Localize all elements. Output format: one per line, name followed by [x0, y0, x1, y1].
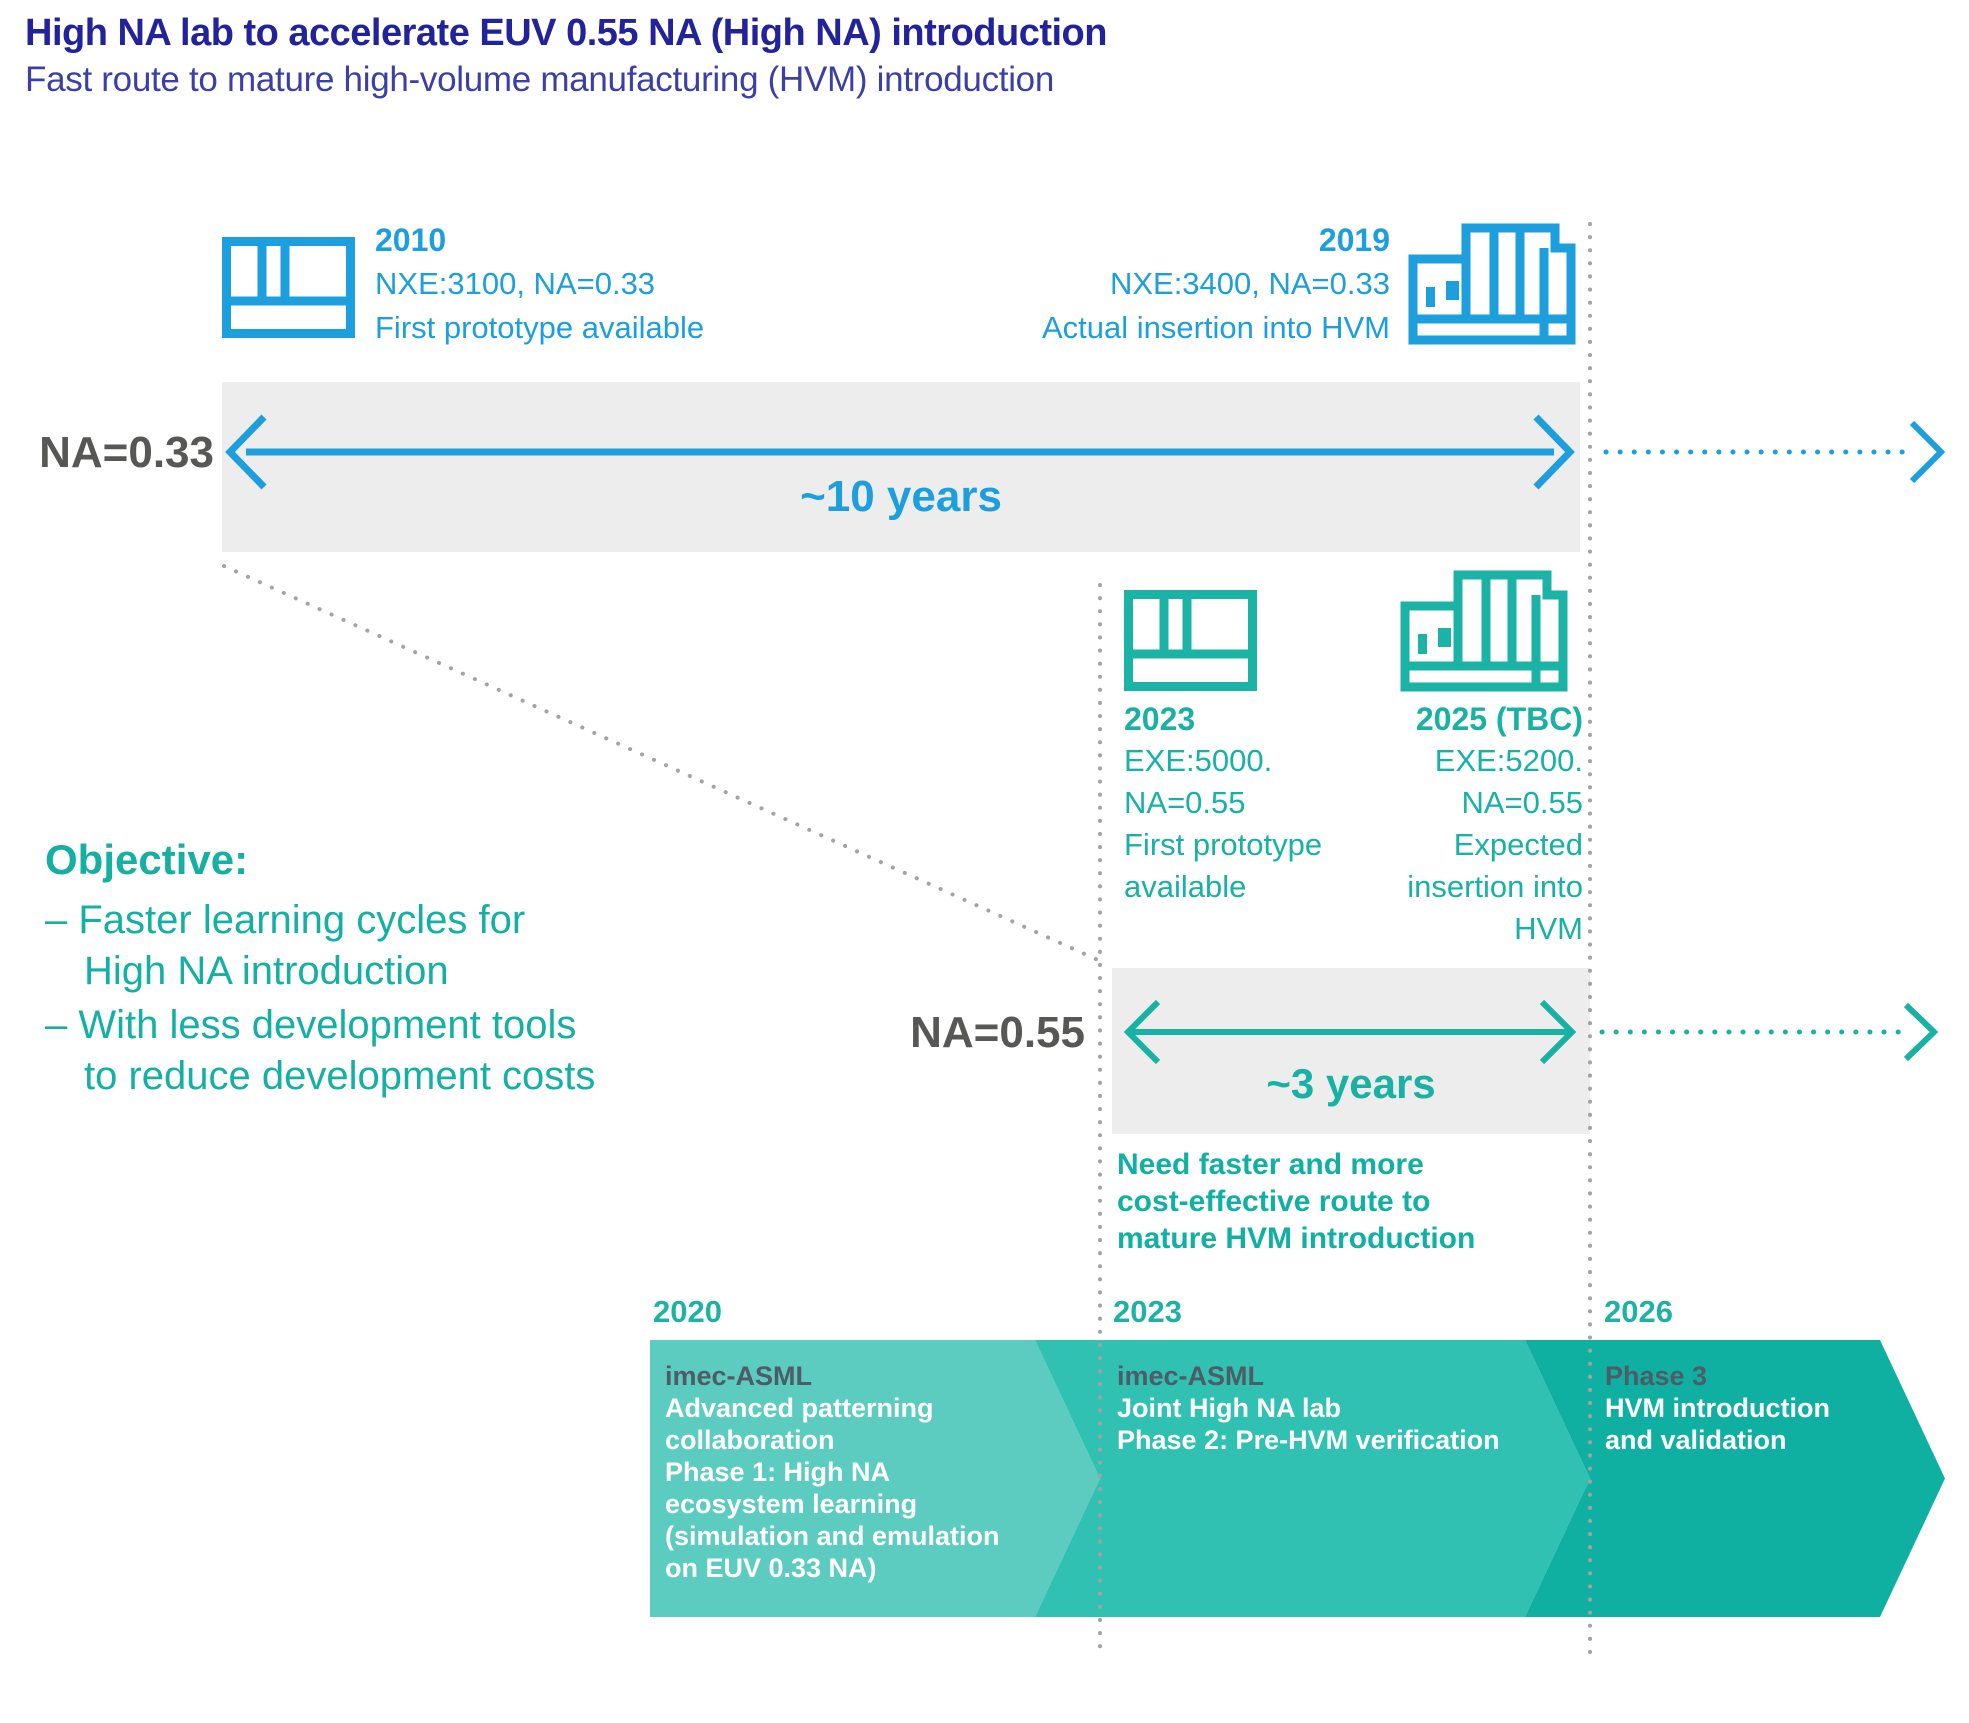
need-faster-note-line1: Need faster and more [1117, 1148, 1424, 1181]
milestone-2025-status2: insertion into [1407, 869, 1583, 904]
phase1-text: imec-ASML Advanced patterning collaborat… [665, 1360, 1000, 1584]
milestone-2023-na: NA=0.55 [1124, 785, 1246, 820]
milestone-2010-year: 2010 [375, 222, 447, 258]
milestone-2023-status1: First prototype [1124, 827, 1323, 862]
milestone-2010-status: First prototype available [375, 310, 705, 345]
milestone-2025-status1: Expected [1453, 827, 1583, 862]
na055-duration-label: ~3 years [1266, 1060, 1436, 1107]
na055-extension-arrowhead [1903, 1002, 1939, 1062]
phase-year-2020: 2020 [653, 1294, 722, 1329]
scanner-hvm-icon-2025 [1400, 570, 1568, 697]
phase1-chevron [650, 1340, 1100, 1617]
objective-bullet1-line2: High NA introduction [84, 949, 449, 993]
scanner-hvm-icon-2019 [1408, 223, 1576, 350]
phase1-label: imec-ASML [665, 1361, 813, 1391]
na033-duration-label: ~10 years [800, 472, 1002, 521]
na055-label: NA=0.55 [910, 1008, 1085, 1057]
milestone-2025-tool: EXE:5200. [1434, 743, 1583, 778]
phase2-text: imec-ASML Joint High NA lab Phase 2: Pre… [1117, 1360, 1500, 1456]
need-faster-note: Need faster and more cost-effective rout… [1117, 1146, 1475, 1257]
phase2-label: imec-ASML [1117, 1361, 1265, 1391]
milestone-2019-status: Actual insertion into HVM [1041, 310, 1390, 345]
phase3-label: Phase 3 [1605, 1361, 1708, 1391]
milestone-2019-tool: NXE:3400, NA=0.33 [1109, 266, 1390, 301]
phase1-line3: Phase 1: High NA [665, 1457, 891, 1487]
phase1-line5: (simulation and emulation [665, 1521, 1000, 1551]
milestone-2019: 2019 NXE:3400, NA=0.33 Actual insertion … [830, 218, 1390, 350]
scanner-prototype-icon-2023 [1124, 590, 1257, 696]
na055-timeline-band [1112, 968, 1590, 1134]
phase3-line1: HVM introduction [1605, 1393, 1830, 1423]
phase-year-2026: 2026 [1604, 1294, 1673, 1329]
milestone-2023: 2023 EXE:5000. NA=0.55 First prototype a… [1124, 698, 1322, 908]
milestone-2023-year: 2023 [1124, 701, 1196, 737]
objective-bullet2-line2: to reduce development costs [84, 1054, 596, 1098]
phase3-chevron [1525, 1340, 1945, 1617]
milestone-2025-year: 2025 (TBC) [1415, 701, 1583, 737]
phase2-line2: Phase 2: Pre-HVM verification [1117, 1425, 1500, 1455]
phase-year-2023: 2023 [1113, 1294, 1182, 1329]
phase1-line1: Advanced patterning [665, 1393, 934, 1423]
need-faster-note-line3: mature HVM introduction [1117, 1222, 1476, 1255]
phase1-line6: on EUV 0.33 NA) [665, 1553, 877, 1583]
phase1-line4: ecosystem learning [665, 1489, 918, 1519]
objective-heading: Objective: [45, 836, 249, 883]
objective-bullet1-line1: – Faster learning cycles for [45, 898, 526, 942]
need-faster-note-line2: cost-effective route to [1117, 1185, 1431, 1218]
milestone-2025-na: NA=0.55 [1461, 785, 1583, 820]
phase3-text: Phase 3 HVM introduction and validation [1605, 1360, 1830, 1456]
page-subtitle: Fast route to mature high-volume manufac… [25, 60, 1055, 99]
milestone-2010-tool: NXE:3100, NA=0.33 [375, 266, 656, 301]
phase3-line2: and validation [1605, 1425, 1787, 1455]
na033-extension-arrowhead [1909, 420, 1946, 484]
phase2-line1: Joint High NA lab [1117, 1393, 1341, 1423]
na033-timeline-band [222, 382, 1580, 552]
milestone-2023-tool: EXE:5000. [1124, 743, 1273, 778]
na033-label: NA=0.33 [39, 428, 214, 477]
milestone-2025-status3: HVM [1514, 911, 1583, 946]
scanner-prototype-icon-2010 [222, 237, 355, 343]
phase2-chevron [1035, 1340, 1590, 1617]
objective-bullet2-line1: – With less development tools [45, 1003, 577, 1047]
milestone-2025: 2025 (TBC) EXE:5200. NA=0.55 Expected in… [1283, 698, 1583, 950]
milestone-2023-status2: available [1124, 869, 1247, 904]
milestone-2010: 2010 NXE:3100, NA=0.33 First prototype a… [375, 218, 704, 350]
page-title: High NA lab to accelerate EUV 0.55 NA (H… [25, 12, 1107, 54]
phase1-line2: collaboration [665, 1425, 835, 1455]
milestone-2019-year: 2019 [1318, 222, 1390, 258]
phase-chevron-band [650, 1340, 1945, 1617]
